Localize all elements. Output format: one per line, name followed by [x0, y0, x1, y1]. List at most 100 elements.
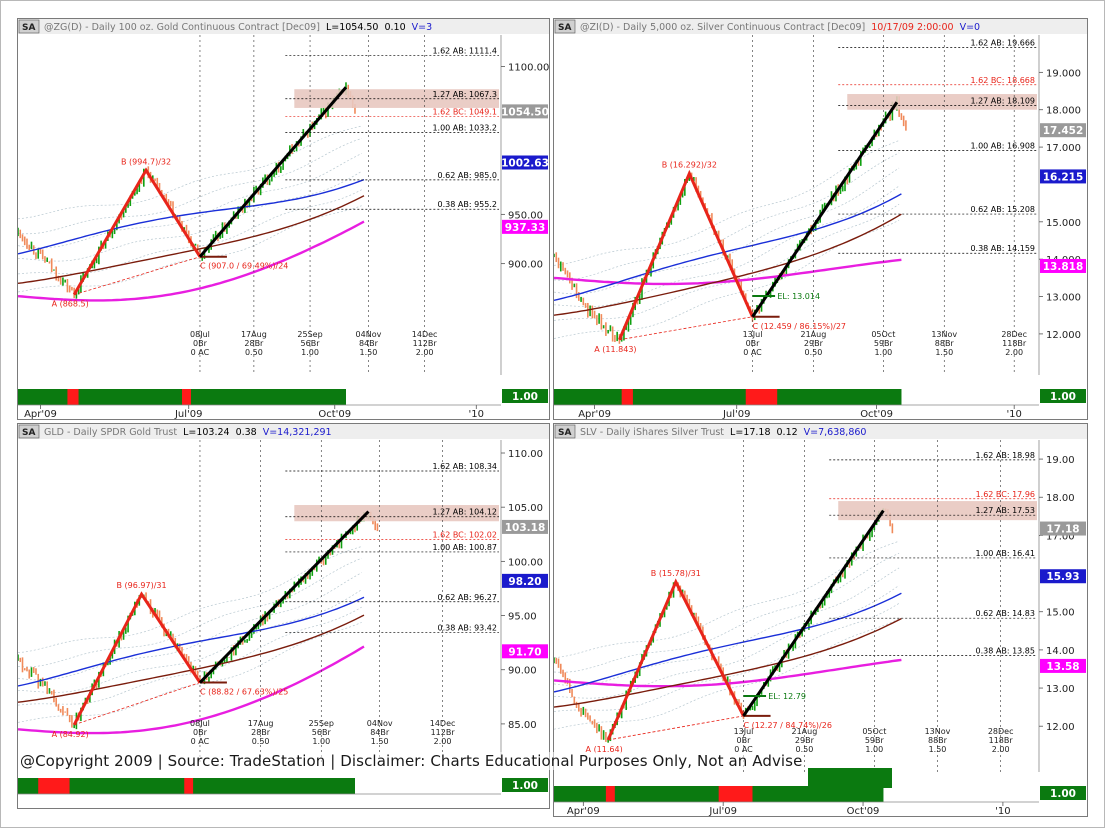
- symbol-label: SA: [558, 428, 571, 438]
- x-tick-label: '10: [469, 409, 484, 419]
- title-part: V=0: [960, 22, 981, 33]
- chart-panel-slv[interactable]: SA SLV - Daily iShares Silver Trust L=17.1…: [553, 423, 1088, 817]
- ma-value-badge-bg: [1040, 169, 1086, 184]
- ma-value-badge: 16.215: [1043, 171, 1084, 183]
- envelope-band: [554, 585, 900, 699]
- ma-value-badge-bg: [502, 573, 548, 588]
- time-projection-label: 0 AC: [743, 348, 762, 357]
- ma-value-badge: 1002.63: [501, 157, 549, 169]
- ma-value-badge-bg: [502, 644, 548, 659]
- time-projection-label: 84Br: [370, 728, 390, 737]
- time-projection-label: 56Br: [301, 339, 321, 348]
- x-tick-label: '10: [995, 806, 1010, 816]
- fib-level-label: 0.62 AB: 96.27: [438, 593, 497, 602]
- envelope-band: [18, 606, 362, 706]
- time-projection-label: 1.50: [929, 745, 947, 754]
- ma-brown-line: [554, 213, 902, 316]
- time-projection-label: 05Oct: [871, 330, 895, 339]
- y-tick-label: 1100.00: [508, 63, 549, 74]
- envelope-band: [18, 557, 362, 668]
- point-a-label: A (11.843): [594, 345, 636, 354]
- y-tick-label: 18.000: [1046, 106, 1081, 117]
- ma-magenta-line: [554, 258, 902, 286]
- ma-magenta-line: [18, 220, 365, 302]
- title-part: 0.10: [384, 22, 405, 33]
- x-tick-label: Apr'09: [567, 806, 600, 816]
- time-projection-label: 1.00: [301, 348, 319, 357]
- time-projection-label: 1.00: [312, 737, 330, 746]
- title-part: @ZG(D) - Daily 100 oz. Gold Continuous C…: [44, 22, 320, 33]
- fib-level-label: 1.00 AB: 16.41: [976, 549, 1035, 558]
- abc-pattern-line: [618, 169, 754, 341]
- time-projection-label: 05Oct: [862, 727, 886, 736]
- status-segment: [632, 389, 746, 405]
- x-tick-label: Oct'09: [860, 409, 893, 419]
- ma-magenta-line: [18, 645, 365, 735]
- status-segment: [554, 786, 606, 802]
- title-part: 0.12: [777, 427, 798, 438]
- x-tick-label: Apr'09: [578, 409, 611, 419]
- fib-level-label: 1.00 AB: 100.87: [432, 543, 497, 552]
- envelope-band: [554, 185, 900, 308]
- fib-level-label: 1.27 AB: 1067.3: [432, 90, 497, 99]
- ma-value-badge: 98.20: [508, 576, 541, 588]
- ma-value-badge: 937.33: [505, 222, 546, 234]
- chart-title: SLV - Daily iShares Silver Trust L=17.18 0…: [580, 427, 866, 438]
- last-price-badge: 1054.50: [501, 106, 549, 118]
- title-part: L=17.18: [730, 427, 770, 438]
- fib-level-label: 0.62 AB: 15.208: [970, 205, 1035, 214]
- envelope-band: [18, 153, 362, 249]
- y-tick-label: 19.00: [1046, 455, 1075, 466]
- time-projection-label: 08Jul: [190, 330, 210, 339]
- chart-panel-gld[interactable]: SA GLD - Daily SPDR Gold Trust L=103.24 0.3…: [17, 423, 550, 809]
- status-segment: [752, 786, 884, 802]
- time-value-badge-bg: [502, 778, 548, 792]
- fib-level-label: 1.00 AB: 1033.2: [432, 123, 497, 132]
- copyright-notice: @Copyright 2009 | Source: TradeStation |…: [20, 752, 803, 770]
- time-projection-label: 17Aug: [241, 330, 267, 339]
- status-segment: [777, 389, 902, 405]
- envelope-band: [554, 152, 900, 281]
- x-tick-label: Apr'09: [24, 409, 57, 419]
- time-projection-label: 13Nov: [925, 727, 951, 736]
- x-tick-label: Jul'09: [174, 409, 203, 419]
- status-segment: [621, 389, 633, 405]
- abc-pattern-line: [606, 578, 745, 741]
- ma-brown-line: [18, 614, 365, 703]
- time-projection-label: 04Nov: [367, 719, 393, 728]
- time-projection-label: 28Br: [244, 339, 264, 348]
- y-tick-label: 110.00: [508, 449, 543, 460]
- fib-level-label: 1.27 AB: 18.109: [970, 97, 1035, 106]
- chart-svg-gld: SA GLD - Daily SPDR Gold Trust L=103.24 0.3…: [18, 424, 549, 795]
- title-part: L=103.24: [183, 427, 230, 438]
- y-tick-label: 12.00: [1046, 722, 1075, 733]
- y-tick-label: 900.00: [508, 260, 543, 271]
- symbol-box: [18, 424, 40, 439]
- status-segment: [184, 778, 194, 794]
- point-c-label: C (12.27 / 84.74%)/26: [743, 721, 831, 730]
- last-price-badge-bg: [502, 104, 548, 119]
- chart-panel-zg[interactable]: SA @ZG(D) - Daily 100 oz. Gold Continuous…: [17, 18, 550, 420]
- time-projection-label: 28Br: [251, 728, 271, 737]
- abc-pattern-line: [72, 591, 202, 726]
- time-projection-label: 2.00: [1005, 348, 1023, 357]
- last-price-badge-bg: [1040, 521, 1086, 536]
- ma-value-badge-bg: [502, 219, 548, 234]
- chart-panel-zi[interactable]: SA @ZI(D) - Daily 5,000 oz. Silver Contin…: [553, 18, 1088, 420]
- chart-svg-zi: SA @ZI(D) - Daily 5,000 oz. Silver Contin…: [554, 19, 1087, 419]
- point-b-label: B (15.78)/31: [651, 569, 701, 578]
- ma-value-badge-bg: [502, 155, 548, 170]
- time-value-badge: 1.00: [512, 391, 538, 403]
- status-segment: [67, 389, 79, 405]
- title-part: V=3: [412, 22, 433, 33]
- abc-pattern-line: [72, 167, 202, 296]
- envelope-band: [18, 138, 362, 235]
- y-tick-label: 950.00: [508, 210, 543, 221]
- last-price-badge: 103.18: [505, 522, 546, 534]
- symbol-box: [554, 424, 576, 439]
- envelope-band: [18, 572, 362, 681]
- time-projection-label: 29Br: [795, 736, 815, 745]
- time-projection-label: 0.50: [245, 348, 263, 357]
- chart-title: @ZG(D) - Daily 100 oz. Gold Continuous C…: [44, 22, 432, 33]
- envelope-band: [554, 140, 900, 266]
